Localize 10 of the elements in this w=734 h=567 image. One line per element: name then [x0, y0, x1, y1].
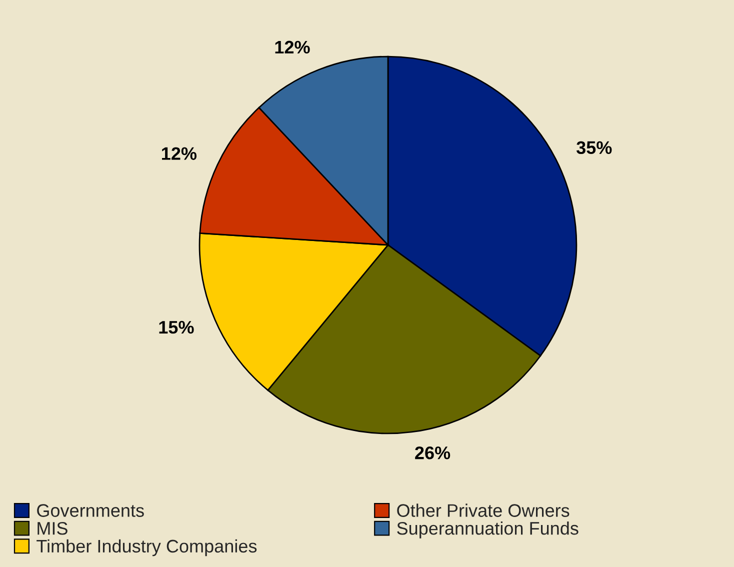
legend-label: Superannuation Funds: [397, 522, 578, 538]
data-label: 12%: [275, 40, 310, 54]
legend-label: Governments: [37, 504, 144, 517]
legend-label: Other Private Owners: [397, 504, 570, 517]
data-label: 35%: [576, 141, 612, 154]
data-label: 26%: [415, 446, 450, 460]
legend-label: MIS: [38, 522, 68, 535]
data-label: 12%: [162, 147, 197, 160]
legend-label: Timber Industry Companies: [36, 539, 257, 556]
data-label: 15%: [159, 320, 194, 334]
